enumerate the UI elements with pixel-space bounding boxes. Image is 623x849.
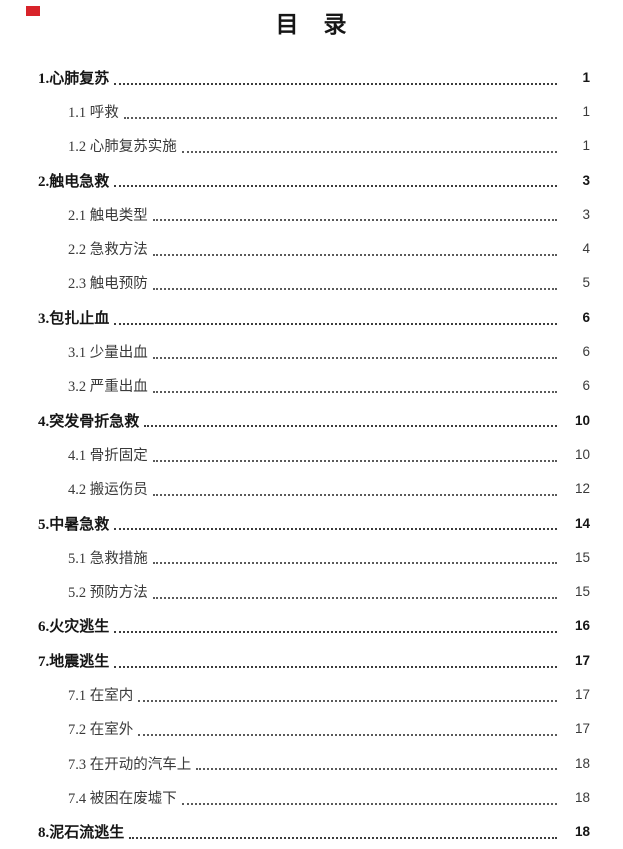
dot-leader <box>152 207 557 222</box>
toc-entry[interactable]: 5.中暑急救 14 <box>38 506 590 540</box>
toc-entry-label: 4.2 搬运伤员 <box>68 482 148 499</box>
dot-leader <box>152 241 557 256</box>
toc-page-number: 14 <box>574 515 590 531</box>
toc-page-number: 12 <box>574 481 590 497</box>
dot-leader <box>152 276 557 291</box>
toc-page-number: 16 <box>574 618 590 634</box>
toc-entry[interactable]: 2.2 急救方法 4 <box>38 231 590 265</box>
toc-page-number: 6 <box>582 378 590 394</box>
toc-entry-label: 1.1 呼救 <box>68 104 119 121</box>
toc-page-number: 18 <box>574 789 590 805</box>
toc-entry[interactable]: 1.心肺复苏 1 <box>38 60 590 94</box>
dot-leader <box>114 173 557 188</box>
toc-list: 1.心肺复苏 1 1.1 呼救 1 1.2 心肺复苏实施 1 2.触电急救 3 2.1 触电类型… <box>38 60 590 849</box>
dot-leader <box>144 413 557 428</box>
toc-page-number: 17 <box>574 721 590 737</box>
toc-entry-label: 5.2 预防方法 <box>68 585 148 602</box>
dot-leader <box>152 550 557 565</box>
dot-leader <box>181 790 557 805</box>
toc-entry[interactable]: 7.地震逃生 17 <box>38 643 590 677</box>
toc-entry[interactable]: 3.2 严重出血 6 <box>38 369 590 403</box>
toc-entry-label: 7.地震逃生 <box>38 653 110 670</box>
toc-entry-label: 7.3 在开动的汽车上 <box>68 756 192 773</box>
toc-entry[interactable]: 1.2 心肺复苏实施 1 <box>38 129 590 163</box>
toc-entry-label: 7.2 在室外 <box>68 722 134 739</box>
toc-page-number: 5 <box>582 275 590 291</box>
dot-leader <box>152 447 557 462</box>
toc-page-number: 15 <box>574 584 590 600</box>
toc-page-number: 17 <box>574 686 590 702</box>
toc-page-number: 1 <box>582 103 590 119</box>
toc-page-number: 3 <box>582 206 590 222</box>
toc-entry-label: 1.2 心肺复苏实施 <box>68 139 177 156</box>
toc-entry-label: 7.4 被困在废墟下 <box>68 790 177 807</box>
toc-page-number: 1 <box>582 69 590 85</box>
toc-page-number: 1 <box>582 138 590 154</box>
toc-page-number: 18 <box>574 755 590 771</box>
dot-leader <box>114 310 557 325</box>
dot-leader <box>196 756 557 771</box>
dot-leader <box>129 824 557 840</box>
dot-leader <box>114 516 557 531</box>
toc-entry-label: 2.触电急救 <box>38 173 110 190</box>
toc-entry-label: 2.2 急救方法 <box>68 242 148 259</box>
toc-entry[interactable]: 3.包扎止血 6 <box>38 300 590 334</box>
toc-entry-label: 5.中暑急救 <box>38 516 110 533</box>
toc-entry-label: 3.包扎止血 <box>38 310 110 327</box>
toc-page-number: 10 <box>574 446 590 462</box>
toc-entry-label: 3.2 严重出血 <box>68 379 148 396</box>
toc-page-number: 15 <box>574 549 590 565</box>
toc-entry-label: 6.火灾逃生 <box>38 619 110 636</box>
toc-page-number: 17 <box>574 652 590 668</box>
red-annotation-mark <box>26 6 40 16</box>
toc-entry-label: 4.1 骨折固定 <box>68 447 148 464</box>
dot-leader <box>152 344 557 359</box>
toc-page-number: 3 <box>582 172 590 188</box>
toc-entry-label: 4.突发骨折急救 <box>38 413 140 430</box>
dot-leader <box>152 482 557 496</box>
dot-leader <box>138 722 557 736</box>
dot-leader <box>123 104 557 119</box>
toc-entry-label: 3.1 少量出血 <box>68 345 148 362</box>
toc-entry[interactable]: 2.触电急救 3 <box>38 163 590 197</box>
dot-leader <box>152 584 557 599</box>
toc-entry[interactable]: 4.2 搬运伤员 12 <box>38 472 590 506</box>
toc-entry[interactable]: 7.4 被困在废墟下 18 <box>38 780 590 814</box>
dot-leader <box>181 139 557 153</box>
toc-entry-label: 7.1 在室内 <box>68 687 134 704</box>
toc-entry[interactable]: 5.1 急救措施 15 <box>38 540 590 574</box>
toc-entry[interactable]: 5.2 预防方法 15 <box>38 574 590 608</box>
toc-entry[interactable]: 2.3 触电预防 5 <box>38 266 590 300</box>
dot-leader <box>114 70 557 85</box>
toc-entry-label: 5.1 急救措施 <box>68 550 148 567</box>
toc-entry[interactable]: 7.3 在开动的汽车上 18 <box>38 746 590 780</box>
toc-entry[interactable]: 8.泥石流逃生 18 <box>38 815 590 849</box>
toc-entry-label: 2.3 触电预防 <box>68 276 148 293</box>
toc-entry[interactable]: 7.1 在室内 17 <box>38 677 590 711</box>
toc-entry[interactable]: 7.2 在室外 17 <box>38 712 590 746</box>
toc-page-number: 18 <box>574 824 590 840</box>
toc-entry[interactable]: 4.1 骨折固定 10 <box>38 437 590 471</box>
toc-entry[interactable]: 2.1 触电类型 3 <box>38 197 590 231</box>
toc-page-number: 4 <box>582 241 590 257</box>
dot-leader <box>114 619 557 634</box>
toc-page-number: 6 <box>582 344 590 360</box>
toc-entry-label: 1.心肺复苏 <box>38 70 110 87</box>
toc-entry-label: 8.泥石流逃生 <box>38 825 125 842</box>
toc-entry-label: 2.1 触电类型 <box>68 207 148 224</box>
page-title: 目 录 <box>275 12 348 37</box>
toc-page-number: 10 <box>574 412 590 428</box>
toc-page-number: 6 <box>582 309 590 325</box>
dot-leader <box>114 653 557 668</box>
dot-leader <box>138 687 557 702</box>
toc-entry[interactable]: 4.突发骨折急救 10 <box>38 403 590 437</box>
dot-leader <box>152 379 557 393</box>
toc-entry[interactable]: 3.1 少量出血 6 <box>38 334 590 368</box>
toc-entry[interactable]: 1.1 呼救 1 <box>38 94 590 128</box>
toc-entry[interactable]: 6.火灾逃生 16 <box>38 609 590 643</box>
